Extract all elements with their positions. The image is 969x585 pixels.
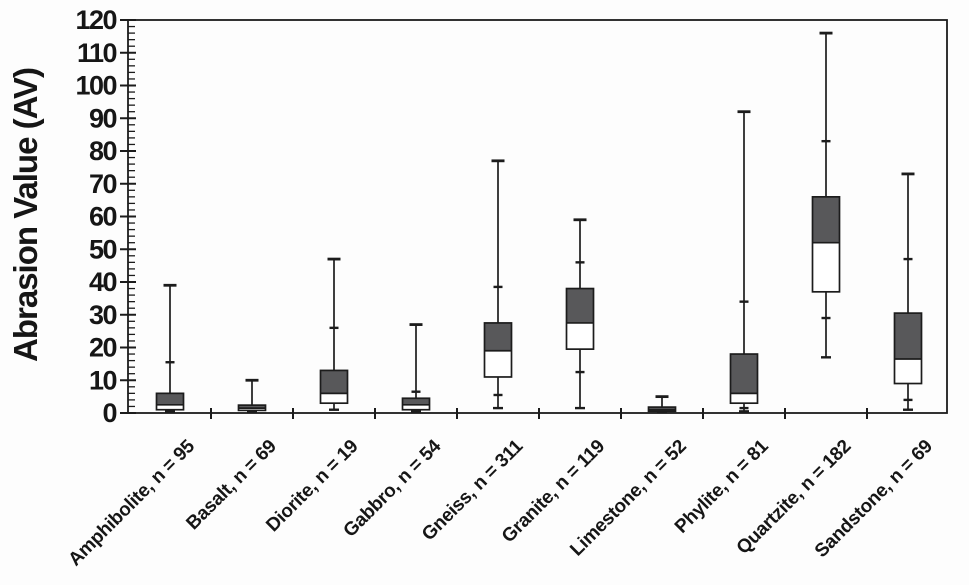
box-upper-half — [238, 405, 266, 409]
box-upper-half — [812, 196, 840, 243]
box-upper-half — [894, 313, 922, 359]
box-upper-half — [648, 407, 676, 410]
boxplot-gabbro — [401, 323, 431, 413]
box-upper-half — [402, 398, 430, 405]
y-tick-label: 30 — [89, 300, 117, 330]
box-outline — [893, 312, 923, 385]
box-outline — [811, 196, 841, 293]
y-tick-label: 10 — [89, 365, 117, 395]
boxplot-basalt — [237, 378, 267, 414]
box-upper-half — [320, 370, 348, 394]
boxplot-gneiss — [483, 159, 513, 410]
box-upper-half — [730, 354, 758, 394]
y-tick-label: 60 — [89, 202, 117, 232]
y-tick-label: 120 — [75, 5, 116, 35]
boxplot-diorite — [319, 257, 349, 411]
y-tick-label: 70 — [89, 169, 117, 199]
y-tick-label: 40 — [89, 267, 117, 297]
y-tick-label: 50 — [89, 234, 117, 264]
boxplot-amphibolite — [155, 283, 185, 413]
box-outline — [729, 353, 759, 405]
box-outline — [319, 369, 349, 405]
box-outline — [155, 392, 185, 411]
y-tick-label: 110 — [77, 38, 117, 68]
box-upper-half — [484, 322, 512, 351]
boxplot-granite — [565, 218, 595, 410]
boxplot-limestone — [647, 395, 677, 414]
y-tick-label: 20 — [89, 333, 117, 363]
y-tick-label: 0 — [102, 398, 116, 428]
y-tick-label: 100 — [75, 71, 116, 101]
boxplot-phylite — [729, 110, 759, 413]
boxplot-quartzite — [811, 31, 841, 359]
y-tick-label: 80 — [89, 136, 117, 166]
y-tick-label: 90 — [89, 103, 117, 133]
boxplot-sandstone — [893, 172, 923, 411]
box-upper-half — [566, 288, 594, 323]
box-upper-half — [156, 393, 184, 405]
box-outline — [565, 287, 595, 350]
